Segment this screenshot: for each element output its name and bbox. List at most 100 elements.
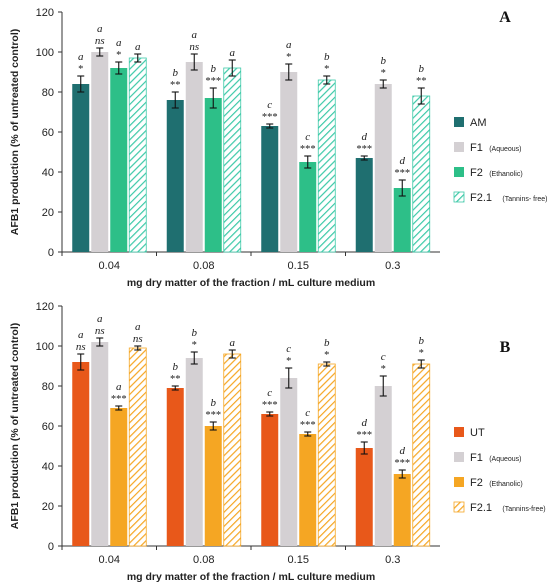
significance-label: * xyxy=(381,364,386,375)
legend-sublabel: (Ethanolic) xyxy=(489,481,522,488)
group-letter: c xyxy=(305,407,310,419)
legend-swatch xyxy=(454,452,464,462)
group-letter: c xyxy=(381,351,386,363)
bar xyxy=(110,408,128,546)
bar xyxy=(204,98,222,252)
bar xyxy=(393,474,411,546)
x-tick-label: 0.15 xyxy=(288,260,309,272)
significance-label: *** xyxy=(111,394,127,405)
legend-label: F1 xyxy=(470,142,483,154)
y-axis-label: AFB1 production (% of untreated control) xyxy=(9,29,21,236)
x-tick-label: 0.08 xyxy=(193,554,214,566)
legend-swatch xyxy=(453,501,465,513)
significance-label: ** xyxy=(416,76,427,87)
panel-label: B xyxy=(500,339,511,356)
bar xyxy=(355,158,373,252)
group-letter: d xyxy=(400,445,406,457)
group-letter: c xyxy=(267,99,272,111)
group-letter: a xyxy=(97,313,103,325)
bar xyxy=(223,67,242,253)
y-tick-label: 100 xyxy=(36,341,54,353)
bar xyxy=(204,426,222,546)
y-tick-label: 60 xyxy=(42,127,54,139)
legend-sublabel: (Tannins-free) xyxy=(502,506,545,513)
bar xyxy=(72,362,90,546)
group-letter: a xyxy=(286,39,292,51)
legend-swatch xyxy=(454,477,464,487)
legend-sublabel: (Ethanolic) xyxy=(489,171,522,178)
group-letter: b xyxy=(419,335,425,347)
y-tick-label: 100 xyxy=(36,47,54,59)
bar xyxy=(261,126,279,252)
bar xyxy=(166,388,184,546)
panel-label: A xyxy=(499,9,511,26)
group-letter: d xyxy=(362,131,368,143)
significance-label: *** xyxy=(300,144,316,155)
bar xyxy=(91,342,109,546)
bar xyxy=(110,68,128,252)
significance-label: * xyxy=(324,350,329,361)
legend-swatch xyxy=(454,142,464,152)
significance-label: * xyxy=(381,68,386,79)
bar xyxy=(374,84,392,252)
y-tick-label: 120 xyxy=(36,7,54,19)
bar xyxy=(223,353,242,547)
group-letter: b xyxy=(324,337,330,349)
bar xyxy=(72,84,90,252)
legend-sublabel: (Aqueous) xyxy=(489,456,521,463)
significance-label: *** xyxy=(300,420,316,431)
y-tick-label: 80 xyxy=(42,381,54,393)
legend-label: F1 xyxy=(470,452,483,464)
bar xyxy=(412,95,431,253)
group-letter: a xyxy=(230,47,236,59)
significance-label: ns xyxy=(95,325,105,337)
group-letter: b xyxy=(211,397,217,409)
group-letter: c xyxy=(286,343,291,355)
legend-swatch xyxy=(453,191,465,203)
group-letter: b xyxy=(211,63,217,75)
bar xyxy=(166,100,184,252)
group-letter: b xyxy=(324,51,330,63)
y-tick-label: 0 xyxy=(48,247,54,259)
group-letter: a xyxy=(135,321,141,333)
significance-label: * xyxy=(116,50,121,61)
significance-label: *** xyxy=(262,112,278,123)
group-letter: b xyxy=(192,327,198,339)
group-letter: a xyxy=(78,329,84,341)
group-letter: b xyxy=(419,63,425,75)
group-letter: a xyxy=(78,51,84,63)
significance-label: *** xyxy=(394,458,410,469)
legend-label: AM xyxy=(470,117,487,129)
bar xyxy=(299,434,317,546)
x-axis-label: mg dry matter of the fraction / mL cultu… xyxy=(127,277,375,289)
group-letter: b xyxy=(173,361,179,373)
bar xyxy=(128,57,147,253)
legend-sublabel: (Tannins- free) xyxy=(502,196,547,203)
group-letter: c xyxy=(267,387,272,399)
group-letter: b xyxy=(381,55,387,67)
bar xyxy=(299,162,317,252)
y-tick-label: 80 xyxy=(42,87,54,99)
legend-label: F2.1 xyxy=(470,192,492,204)
legend-swatch xyxy=(454,117,464,127)
y-axis-label: AFB1 production (% of untreated control) xyxy=(9,323,21,530)
bar xyxy=(280,72,298,252)
significance-label: * xyxy=(78,64,83,75)
bar xyxy=(185,358,203,546)
legend-label: F2 xyxy=(470,167,483,179)
significance-label: *** xyxy=(394,168,410,179)
legend-swatch xyxy=(454,427,464,437)
group-letter: a xyxy=(192,29,198,41)
bar xyxy=(280,378,298,546)
group-letter: d xyxy=(400,155,406,167)
bar xyxy=(128,347,147,547)
group-letter: a xyxy=(116,37,122,49)
bar xyxy=(393,188,411,252)
significance-label: *** xyxy=(356,144,372,155)
group-letter: b xyxy=(173,67,179,79)
significance-label: ** xyxy=(170,374,181,385)
bar xyxy=(185,62,203,252)
bar xyxy=(355,448,373,546)
significance-label: *** xyxy=(262,400,278,411)
group-letter: a xyxy=(230,337,236,349)
